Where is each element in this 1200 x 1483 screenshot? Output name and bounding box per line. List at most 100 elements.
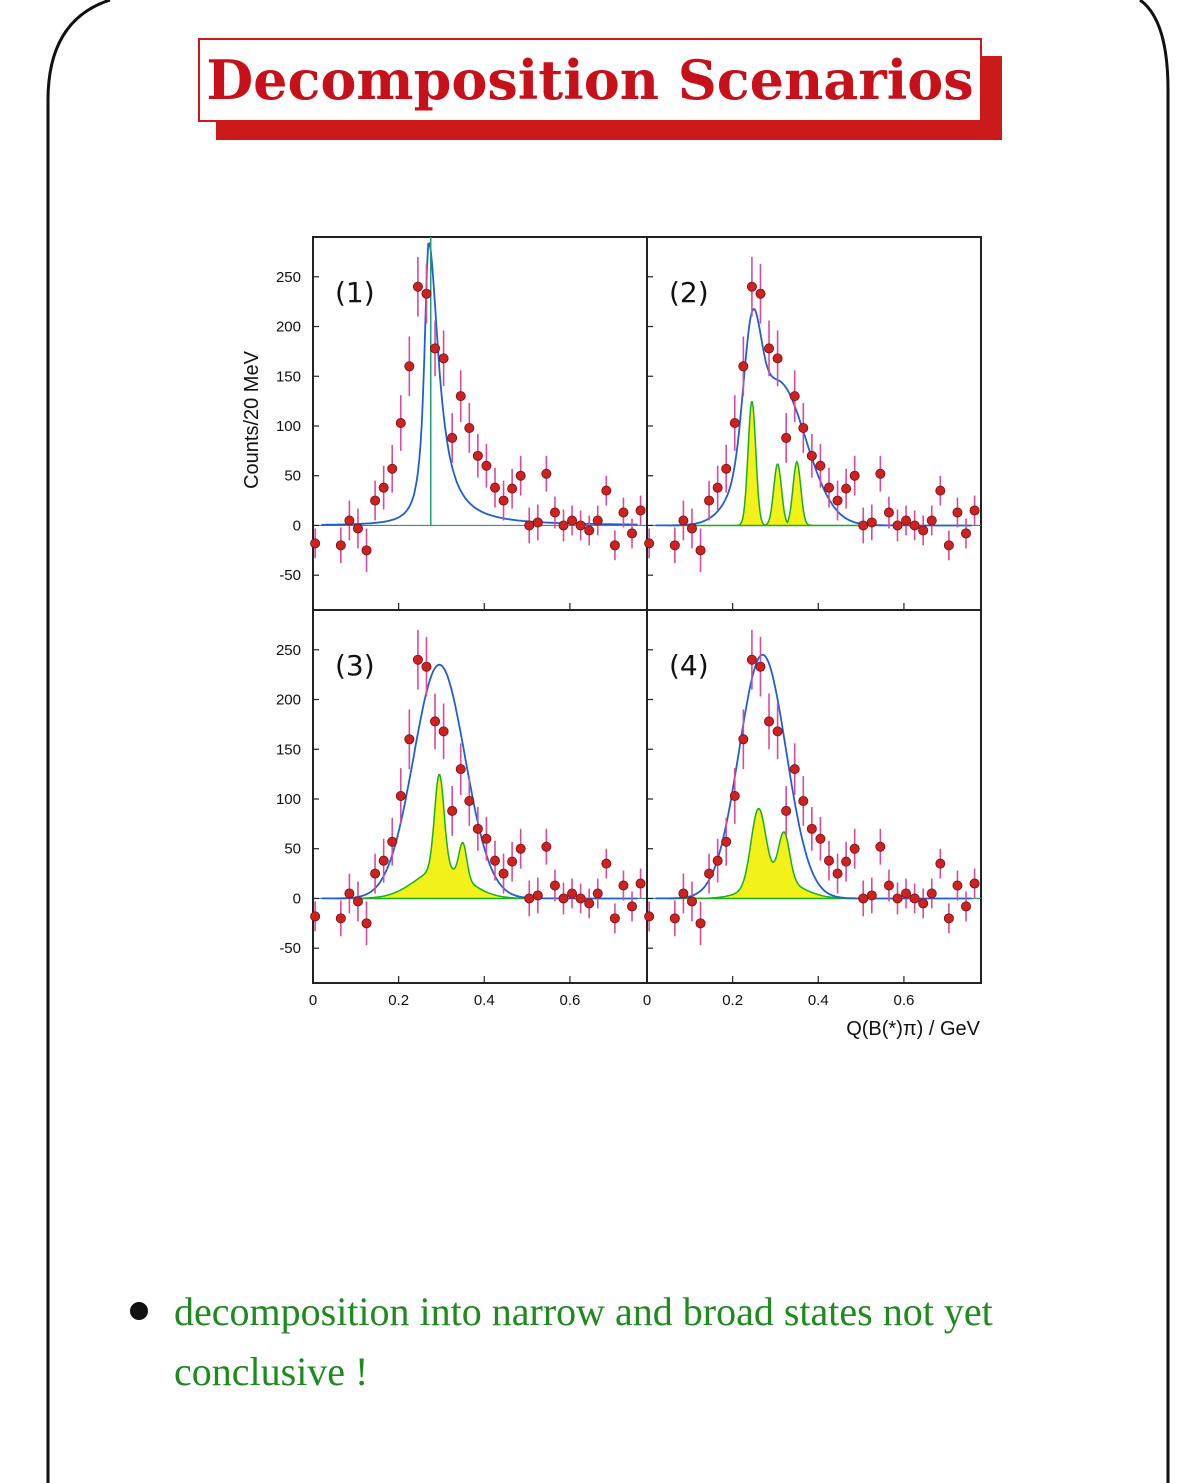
data-point [335, 913, 346, 924]
data-point [609, 913, 620, 924]
data-point [549, 507, 560, 518]
data-point [584, 898, 595, 909]
data-point [695, 545, 706, 556]
data-point [627, 901, 638, 912]
data-point [592, 515, 603, 526]
data-point [815, 460, 826, 471]
data-point [909, 520, 920, 531]
data-point [618, 507, 629, 518]
bullet-text: decomposition into narrow and broad stat… [174, 1289, 993, 1394]
data-point [430, 343, 441, 354]
data-point [738, 361, 749, 372]
page-title: Decomposition Scenarios [206, 48, 974, 112]
y-tick-label: 0 [293, 517, 301, 534]
y-tick-label: 150 [276, 741, 301, 758]
data-point [961, 901, 972, 912]
panel-label: (3) [335, 649, 375, 682]
data-point [644, 538, 655, 549]
data-point [575, 520, 586, 531]
data-point [918, 525, 929, 536]
data-point [378, 855, 389, 866]
panel-label: (2) [669, 276, 709, 309]
data-point [669, 540, 680, 551]
bullet-dot [130, 1302, 148, 1320]
x-tick-label: 0.4 [808, 992, 829, 1009]
data-point [575, 893, 586, 904]
data-point [344, 888, 355, 899]
data-point [335, 540, 346, 551]
data-point [866, 890, 877, 901]
data-point [507, 483, 518, 494]
data-point [909, 893, 920, 904]
data-point [772, 353, 783, 364]
data-point [918, 898, 929, 909]
data-point [772, 726, 783, 737]
y-tick-label: 100 [276, 791, 301, 808]
panel-label: (4) [669, 649, 709, 682]
data-point [815, 833, 826, 844]
chart-panel-4: 0 0.2 0.4 0.6 (4) [643, 609, 982, 1009]
data-point [567, 515, 578, 526]
data-point [901, 888, 912, 899]
data-point [781, 805, 792, 816]
data-point [849, 470, 860, 481]
component-fill [333, 773, 528, 900]
data-point [738, 734, 749, 745]
y-tick-label: 250 [276, 642, 301, 659]
data-point [387, 836, 398, 847]
data-point [567, 888, 578, 899]
data-point [789, 764, 800, 775]
y-tick-label: 50 [284, 468, 301, 485]
data-point [712, 855, 723, 866]
x-tick-label: 0.2 [388, 992, 409, 1009]
x-tick-label: 0.6 [893, 992, 914, 1009]
y-tick-label: 250 [276, 269, 301, 286]
data-point [447, 805, 458, 816]
y-tick-label: 100 [276, 418, 301, 435]
data-point [635, 878, 646, 889]
data-point [943, 540, 954, 551]
data-point [755, 661, 766, 672]
data-point [729, 418, 740, 429]
data-point [584, 525, 595, 536]
data-point [764, 716, 775, 727]
data-point [481, 460, 492, 471]
data-point [695, 918, 706, 929]
data-point [515, 470, 526, 481]
data-point [952, 507, 963, 518]
component-fill [667, 807, 862, 900]
chart-panel-2: (2) [644, 236, 982, 611]
data-point [841, 483, 852, 494]
y-tick-label: -50 [279, 940, 301, 957]
data-point [361, 918, 372, 929]
data-point [524, 893, 535, 904]
chart-panel-3: -50 0 50 100 150 200 250 0 0.2 0.4 0.6 (3) [276, 609, 648, 1009]
data-point [892, 893, 903, 904]
data-point [498, 495, 509, 506]
data-point [387, 463, 398, 474]
data-point [858, 520, 869, 531]
data-point [592, 888, 603, 899]
title-banner: Decomposition Scenarios [198, 38, 1003, 142]
data-point [901, 515, 912, 526]
data-point [412, 281, 423, 292]
x-axis-label: Q(B(*)π) / GeV [846, 1018, 980, 1040]
component-fill [667, 401, 862, 527]
data-point [875, 468, 886, 479]
data-point [352, 896, 363, 907]
data-point [549, 880, 560, 891]
data-point [524, 520, 535, 531]
data-point [746, 654, 757, 665]
data-point [370, 868, 381, 879]
data-point [344, 515, 355, 526]
data-point [883, 880, 894, 891]
y-tick-label: 200 [276, 692, 301, 709]
data-point [704, 495, 715, 506]
data-point [378, 482, 389, 493]
data-point [464, 795, 475, 806]
y-tick-label: -50 [279, 567, 301, 584]
x-tick-label: 0.6 [559, 992, 580, 1009]
data-point [310, 911, 321, 922]
data-point [438, 353, 449, 364]
data-point [498, 868, 509, 879]
